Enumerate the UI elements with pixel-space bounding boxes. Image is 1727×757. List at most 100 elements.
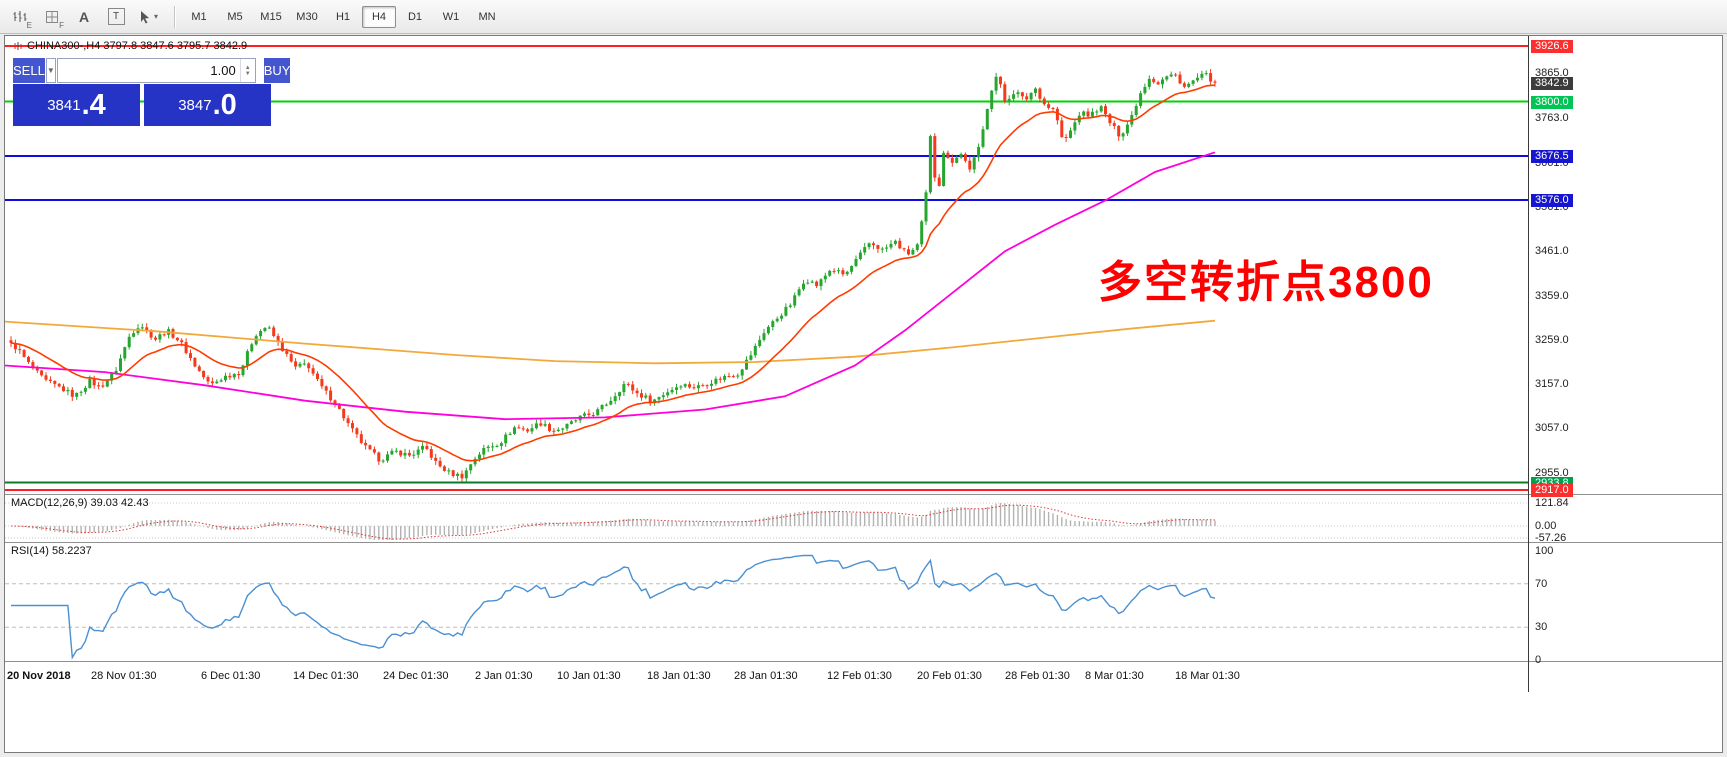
timeframe-button-d1[interactable]: D1: [407, 10, 423, 23]
time-label: 28 Jan 01:30: [734, 670, 798, 682]
chart-bars-icon: [13, 10, 27, 22]
panel-separator: [5, 661, 1722, 662]
time-label: 28 Nov 01:30: [91, 670, 157, 682]
timeframe-group: M1 M5 M15 M30 H1 H4 D1 W1 MN: [181, 0, 505, 33]
textbox-tool-button[interactable]: T: [102, 4, 130, 30]
price-tick: 3359.0: [1535, 290, 1569, 302]
time-label: 18 Mar 01:30: [1175, 670, 1240, 682]
rsi-axis-label: 70: [1535, 578, 1548, 590]
rsi-line: [11, 554, 1216, 660]
time-label: 24 Dec 01:30: [383, 670, 449, 682]
price-badge: 2917.0: [1531, 484, 1573, 497]
time-label: 2 Jan 01:30: [475, 670, 533, 682]
spinner-up-icon: ▲: [244, 64, 251, 71]
volume-input[interactable]: [57, 59, 240, 82]
chart-annotation: 多空转折点3800: [1098, 258, 1434, 307]
price-tick: 3763.0: [1535, 112, 1569, 124]
chart-title-text: CHINA300-,H4 3797.8 3847.6 3795.7 3842.9: [27, 40, 248, 52]
macd-axis-label: 121.84: [1535, 497, 1569, 509]
buy-price-big: .0: [212, 88, 237, 121]
rsi-label: RSI(14) 58.2237: [11, 545, 92, 557]
chart-window: CHINA300-,H4 3797.8 3847.6 3795.7 3842.9…: [4, 35, 1723, 753]
trade-controls-row: SELL ▼ ▲ ▼ BUY: [13, 58, 291, 83]
price-tick: 3461.0: [1535, 245, 1569, 257]
chart-tools-group: E F A T ▾: [4, 0, 164, 33]
time-label: 20 Nov 2018: [7, 670, 71, 682]
buy-price-display[interactable]: 3847.0: [144, 84, 271, 126]
macd-signal-line: [10, 504, 1216, 540]
sell-price-base: 3841: [47, 96, 81, 114]
timeframe-button-h1[interactable]: H1: [335, 10, 351, 23]
timeframe-button-m30[interactable]: M30: [296, 10, 318, 23]
candlestick-chart[interactable]: [5, 36, 1528, 494]
price-tick: 3865.0: [1535, 67, 1569, 79]
sell-button[interactable]: SELL: [13, 58, 45, 83]
rsi-axis-label: 0: [1535, 654, 1542, 666]
price-tick: 2955.0: [1535, 467, 1569, 479]
axis-border: [1528, 36, 1529, 692]
spinner-down-icon: ▼: [244, 70, 251, 77]
symbol-icon: [14, 42, 22, 50]
volume-field-wrap: ▲ ▼: [56, 58, 256, 83]
price-badge: 3676.5: [1531, 150, 1573, 163]
macd-indicator-chart: [5, 502, 1528, 540]
ma-fast-line: [10, 84, 1216, 462]
volume-spinner[interactable]: ▲ ▼: [239, 59, 255, 82]
timeframe-button-m1[interactable]: M1: [191, 10, 207, 23]
letter-a-icon: A: [78, 8, 90, 25]
macd-axis-label: -57.26: [1535, 532, 1567, 544]
time-label: 6 Dec 01:30: [201, 670, 261, 682]
price-badge: 3842.9: [1531, 77, 1573, 90]
buy-button[interactable]: BUY: [263, 58, 291, 83]
ma-slow-line: [5, 319, 1216, 365]
top-toolbar: E F A T ▾ M1 M5 M15 M30 H1 H4 D1 W1 MN: [0, 0, 1727, 34]
sell-price-big: .4: [81, 88, 106, 121]
chart-bars-tool-button[interactable]: E: [6, 4, 34, 30]
trade-prices-row: 3841.4 3847.0: [13, 84, 271, 126]
macd-axis-label: 0.00: [1535, 520, 1557, 532]
grid-tool-button[interactable]: F: [38, 4, 66, 30]
cursor-tool-button[interactable]: ▾: [134, 4, 162, 30]
font-tool-button[interactable]: A: [70, 4, 98, 30]
price-badge: 3576.0: [1531, 194, 1573, 207]
time-label: 10 Jan 01:30: [557, 670, 621, 682]
rsi-axis-label: 30: [1535, 621, 1548, 633]
candles: [9, 69, 1217, 482]
chevron-down-icon: ▼: [46, 66, 55, 75]
time-label: 14 Dec 01:30: [293, 670, 359, 682]
chevron-down-icon: ▾: [153, 12, 158, 21]
timeframe-button-m15[interactable]: M15: [260, 10, 282, 23]
buy-price-base: 3847: [178, 96, 212, 114]
grid-icon: [46, 10, 58, 23]
one-click-trade-panel: SELL ▼ ▲ ▼ BUY 3841.4 3847.0: [13, 58, 291, 126]
volume-dropdown[interactable]: ▼: [45, 58, 56, 83]
rsi-axis-label: 100: [1535, 545, 1554, 557]
price-tick: 3259.0: [1535, 334, 1569, 346]
toolbar-separator: [174, 5, 175, 28]
tool-sub-label: F: [59, 20, 64, 30]
cursor-icon: [140, 10, 149, 23]
price-axis[interactable]: 3865.0 3763.0 3661.0 3561.0 3461.0 3359.0 3259…: [1529, 36, 1722, 692]
ma-mid-line: [5, 151, 1216, 421]
timeframe-button-mn[interactable]: MN: [478, 10, 496, 23]
letter-t-icon: T: [107, 8, 125, 25]
price-badge: 3800.0: [1531, 96, 1573, 109]
time-label: 28 Feb 01:30: [1005, 670, 1070, 682]
price-badge: 3926.6: [1531, 40, 1573, 53]
timeframe-button-h4[interactable]: H4: [362, 5, 396, 28]
time-label: 18 Jan 01:30: [647, 670, 711, 682]
panel-separator: [5, 542, 1722, 543]
timeframe-button-m5[interactable]: M5: [227, 10, 243, 23]
sell-price-display[interactable]: 3841.4: [13, 84, 140, 126]
chart-title: CHINA300-,H4 3797.8 3847.6 3795.7 3842.9: [13, 40, 247, 52]
time-label: 20 Feb 01:30: [917, 670, 982, 682]
time-label: 12 Feb 01:30: [827, 670, 892, 682]
macd-label: MACD(12,26,9) 39.03 42.43: [11, 497, 149, 509]
price-tick: 3157.0: [1535, 378, 1569, 390]
panel-separator: [5, 494, 1722, 495]
time-axis[interactable]: 20 Nov 2018 28 Nov 01:30 6 Dec 01:30 14 Dec…: [5, 662, 1528, 692]
price-tick: 3057.0: [1535, 422, 1569, 434]
timeframe-button-w1[interactable]: W1: [442, 10, 460, 23]
time-label: 8 Mar 01:30: [1085, 670, 1144, 682]
